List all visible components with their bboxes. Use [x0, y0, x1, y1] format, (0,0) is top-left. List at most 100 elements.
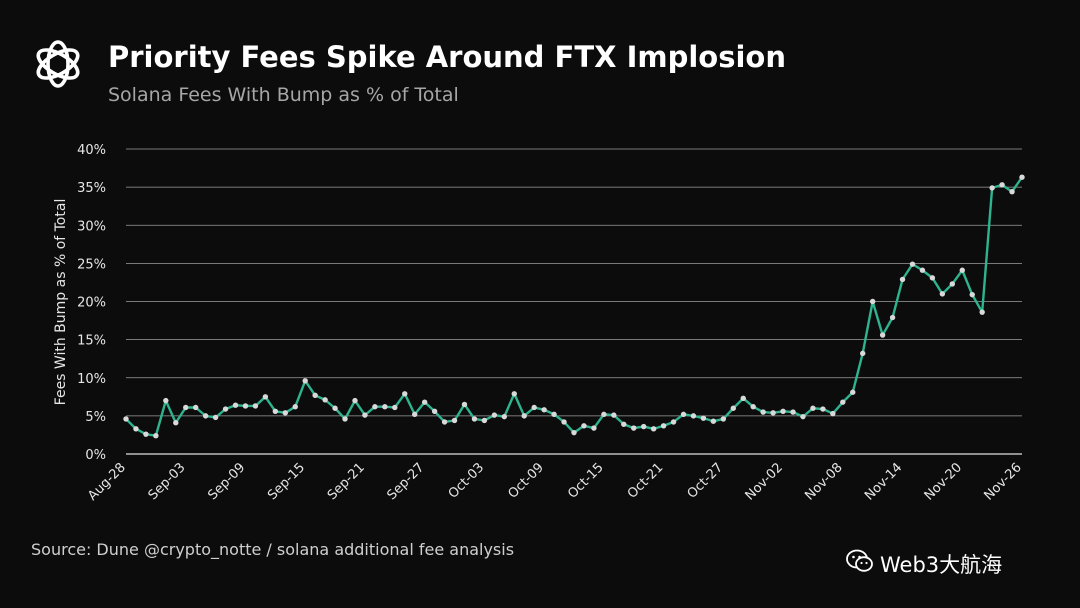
- data-point: [680, 411, 687, 418]
- data-point: [352, 397, 358, 404]
- data-point: [591, 425, 597, 431]
- data-point: [441, 419, 448, 425]
- y-tick-label: 0%: [85, 448, 106, 463]
- data-point: [800, 413, 806, 420]
- data-point: [939, 291, 946, 297]
- x-tick-label: Nov-26: [982, 460, 1025, 503]
- data-point: [192, 404, 199, 411]
- y-axis-ticks: 0% 5% 10% 15% 20% 25% 30% 35% 40%: [77, 143, 106, 463]
- y-tick-label: 20%: [77, 296, 106, 311]
- data-point: [670, 419, 677, 425]
- data-point: [571, 429, 577, 436]
- x-tick-label: Nov-08: [802, 460, 845, 503]
- data-point: [521, 413, 527, 419]
- y-tick-label: 30%: [77, 219, 106, 234]
- x-tick-label: Nov-14: [862, 460, 905, 503]
- x-tick-label: Sep-15: [265, 460, 308, 503]
- data-point: [163, 397, 169, 404]
- data-point: [412, 411, 418, 418]
- gridlines: [126, 148, 1022, 455]
- data-point: [621, 421, 627, 427]
- data-point: [780, 408, 786, 414]
- data-point: [242, 403, 249, 409]
- data-point: [342, 416, 348, 422]
- data-point: [790, 409, 796, 415]
- data-point: [690, 413, 697, 419]
- data-point: [969, 291, 975, 298]
- data-point: [143, 431, 149, 437]
- data-point: [322, 397, 328, 403]
- data-point: [770, 410, 776, 416]
- source-note: Source: Dune @crypto_notte / solana addi…: [31, 540, 515, 559]
- data-point: [551, 411, 557, 418]
- data-point: [173, 420, 179, 426]
- data-point: [212, 414, 219, 421]
- data-point: [631, 425, 637, 431]
- data-point: [421, 399, 428, 405]
- data-point: [919, 267, 926, 273]
- chart-title: Priority Fees Spike Around FTX Implosion: [108, 40, 786, 74]
- data-point: [979, 309, 985, 315]
- data-point: [511, 391, 517, 397]
- y-tick-label: 15%: [77, 334, 106, 349]
- data-point: [750, 404, 756, 410]
- data-point: [989, 185, 995, 191]
- x-tick-label: Sep-09: [205, 460, 248, 503]
- data-point: [183, 404, 189, 411]
- data-point: [740, 395, 746, 402]
- data-point: [282, 410, 288, 416]
- data-point: [860, 350, 866, 357]
- data-point: [810, 405, 816, 411]
- data-point: [232, 402, 239, 408]
- data-point: [879, 332, 886, 338]
- data-point: [869, 298, 876, 305]
- data-point: [471, 416, 478, 422]
- data-point: [660, 423, 667, 429]
- data-point: [531, 404, 537, 411]
- x-tick-label: Oct-03: [446, 460, 488, 502]
- data-point: [820, 406, 826, 412]
- x-tick-label: Oct-27: [685, 460, 727, 502]
- data-point: [760, 409, 766, 415]
- data-point: [949, 281, 956, 287]
- data-point: [451, 417, 458, 424]
- data-point: [929, 275, 936, 281]
- wechat-icon: [846, 549, 873, 572]
- data-point: [382, 404, 388, 410]
- y-axis-label: Fees With Bump as % of Total: [53, 199, 69, 406]
- y-tick-label: 5%: [85, 410, 106, 425]
- data-point: [1019, 174, 1025, 180]
- data-point: [889, 314, 896, 321]
- y-tick-label: 10%: [77, 372, 106, 387]
- data-point: [601, 411, 607, 418]
- chart-subtitle: Solana Fees With Bump as % of Total: [108, 84, 459, 106]
- data-point: [292, 404, 298, 410]
- data-point: [909, 261, 916, 267]
- x-tick-label: Nov-02: [743, 460, 786, 503]
- data-point: [153, 433, 159, 439]
- data-point: [362, 412, 368, 418]
- x-tick-label: Sep-21: [325, 460, 368, 503]
- data-point: [312, 392, 318, 398]
- data-point: [541, 407, 547, 413]
- flower-logo-icon: [36, 40, 80, 88]
- data-point: [133, 426, 139, 432]
- x-tick-label: Sep-27: [385, 460, 428, 503]
- data-points: [123, 174, 1025, 439]
- data-point: [730, 405, 736, 411]
- data-point: [650, 426, 657, 432]
- data-point: [959, 267, 965, 273]
- data-point: [272, 408, 279, 414]
- x-tick-label: Oct-21: [625, 460, 667, 502]
- y-tick-label: 40%: [77, 143, 106, 158]
- data-point: [899, 276, 906, 283]
- data-point: [431, 408, 438, 414]
- data-point: [252, 403, 259, 409]
- data-point: [1009, 189, 1015, 195]
- data-point: [999, 182, 1005, 188]
- data-point: [222, 406, 229, 412]
- data-point: [372, 404, 378, 410]
- series-line: [125, 176, 1023, 437]
- x-axis-ticks: Aug-28 Sep-03 Sep-09 Sep-15 Sep-21 Sep-27 Oct-…: [85, 460, 1025, 504]
- data-point: [640, 423, 647, 430]
